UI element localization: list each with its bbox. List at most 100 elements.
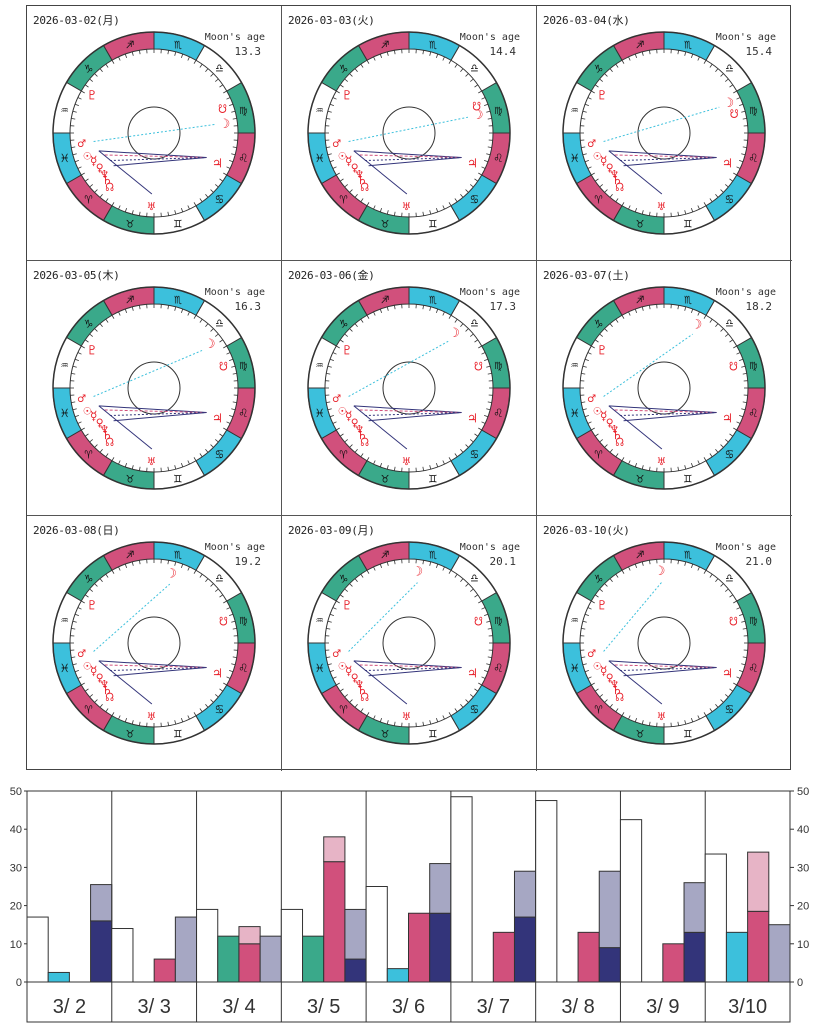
degree-tick <box>615 63 619 68</box>
sign-glyph-icon: ♏ <box>174 293 182 308</box>
degree-tick <box>487 401 492 403</box>
sign-glyph-icon: ♋ <box>215 447 223 462</box>
degree-tick <box>587 166 592 169</box>
degree-tick <box>223 427 227 431</box>
degree-tick <box>394 466 396 471</box>
degree-tick <box>326 118 331 120</box>
sign-glyph-icon: ♌ <box>494 406 502 421</box>
degree-tick <box>81 90 85 94</box>
bar-green <box>217 935 240 983</box>
neptune-icon: ♆ <box>355 422 363 437</box>
y-tick-label-left: 40 <box>10 824 22 836</box>
degree-tick <box>72 620 77 623</box>
degree-tick <box>465 73 469 77</box>
sign-glyph-icon: ♏ <box>429 38 437 53</box>
degree-tick <box>373 205 376 210</box>
sign-glyph-icon: ♎ <box>215 572 223 587</box>
degree-tick <box>327 408 332 411</box>
degree-tick <box>474 84 479 88</box>
degree-tick <box>232 628 237 630</box>
sun-icon: ☉ <box>594 404 602 419</box>
degree-tick <box>139 466 141 471</box>
degree-tick <box>478 682 482 686</box>
degree-tick <box>429 720 432 725</box>
degree-tick <box>742 656 747 658</box>
sign-glyph-icon: ♓ <box>571 151 579 166</box>
degree-tick <box>210 699 214 703</box>
degree-tick <box>219 594 224 598</box>
bar-gray <box>174 916 198 983</box>
degree-tick <box>634 563 638 568</box>
aspect-line <box>368 667 462 677</box>
degree-tick <box>478 345 482 349</box>
degree-tick <box>429 210 432 215</box>
degree-tick <box>725 588 729 592</box>
moon-icon: ☽ <box>452 326 460 341</box>
bar-gray <box>259 935 282 983</box>
sign-glyph-icon: ♓ <box>61 661 69 676</box>
degree-tick <box>349 73 353 77</box>
degree-tick <box>354 449 358 453</box>
jupiter-icon: ♃ <box>214 157 222 172</box>
degree-tick <box>715 194 719 198</box>
degree-tick <box>379 308 383 313</box>
aspect-line <box>98 405 153 450</box>
aspect-line <box>109 667 207 672</box>
sign-glyph-icon: ♒ <box>61 103 69 118</box>
degree-tick <box>725 333 729 337</box>
pluto-icon: ♇ <box>343 598 351 613</box>
aspect-line <box>623 157 717 167</box>
degree-tick <box>487 656 492 658</box>
degree-tick <box>386 210 389 215</box>
degree-tick <box>394 50 396 55</box>
bar-white <box>704 853 727 983</box>
degree-tick <box>332 607 337 610</box>
degree-tick <box>591 90 595 94</box>
degree-tick <box>599 184 603 188</box>
degree-tick <box>594 688 599 692</box>
aspect-line <box>353 660 408 705</box>
degree-tick <box>339 339 344 343</box>
neptune-icon: ♆ <box>100 677 108 692</box>
sign-glyph-icon: ♈ <box>85 192 93 207</box>
degree-tick <box>604 444 608 448</box>
aspect-line <box>364 412 462 417</box>
degree-tick <box>703 202 707 206</box>
aspect-line <box>93 349 203 397</box>
degree-tick <box>478 600 482 604</box>
degree-tick <box>733 427 737 431</box>
degree-tick <box>581 118 586 120</box>
degree-tick <box>124 208 128 213</box>
saturn-icon: ♄ <box>358 684 366 699</box>
degree-tick <box>470 333 474 337</box>
venus-icon: ♀ <box>351 671 359 686</box>
degree-tick <box>470 588 474 592</box>
degree-tick <box>199 708 203 713</box>
sign-glyph-icon: ♋ <box>725 192 733 207</box>
degree-tick <box>205 449 209 453</box>
aspect-line <box>614 664 717 669</box>
degree-tick <box>219 84 224 88</box>
degree-tick <box>594 433 599 437</box>
sign-glyph-icon: ♑ <box>340 62 348 77</box>
moon-age-label: Moon's age <box>204 287 265 298</box>
moon-icon: ☽ <box>476 108 484 123</box>
sign-glyph-icon: ♉ <box>126 726 134 741</box>
degree-tick <box>481 676 486 679</box>
degree-tick <box>429 306 432 311</box>
sign-glyph-icon: ♐ <box>381 38 389 53</box>
sign-glyph-icon: ♒ <box>316 103 324 118</box>
degree-tick <box>349 699 353 703</box>
degree-tick <box>332 352 337 355</box>
mercury-icon: ☿ <box>345 154 353 169</box>
inner-circle <box>127 616 181 670</box>
degree-tick <box>741 153 746 156</box>
degree-tick <box>229 414 234 418</box>
horoscope-wheel-cell: ♈ ♉ ♊ ♋ ♌ ♍ ♎ ♏ ♐ ♑ ♒ ♓ ♇ ♂ ☉ ☿ ♀ ♆ ♄ ☊ ♅ ♃ ☋ ☽ 2026-03-08(日) Moo… <box>27 516 282 771</box>
degree-tick <box>720 583 724 587</box>
uranus-icon: ♅ <box>148 710 156 725</box>
degree-tick <box>422 211 424 216</box>
bar-pink <box>238 926 261 945</box>
degree-tick <box>105 198 109 203</box>
moon-age-label: Moon's age <box>459 287 520 298</box>
